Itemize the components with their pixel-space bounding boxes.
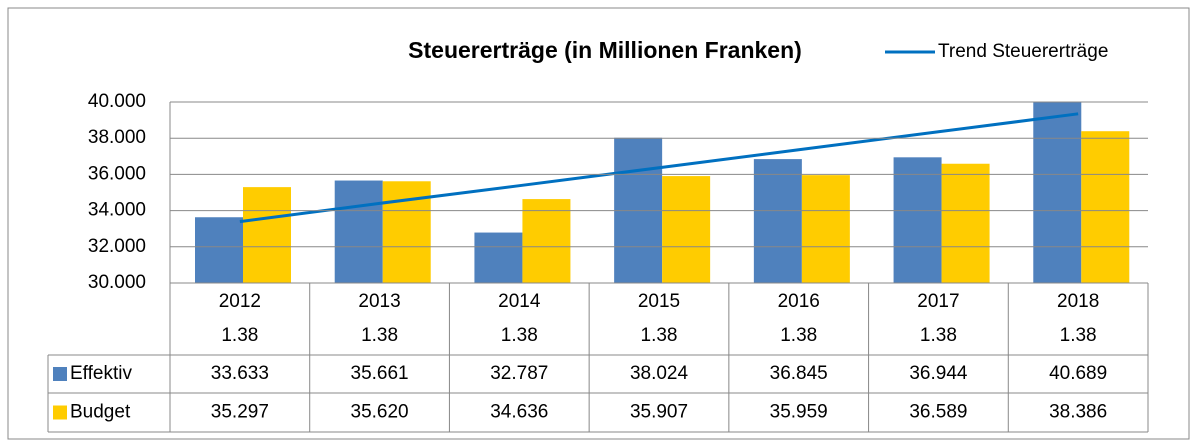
legend-label: Trend Steuererträge bbox=[938, 41, 1108, 62]
y-tick-label: 30.000 bbox=[88, 272, 146, 293]
bar bbox=[753, 159, 802, 283]
table-value: 38.386 bbox=[1049, 402, 1107, 423]
plot-area bbox=[195, 102, 1130, 283]
x-tick-label: 2013 bbox=[358, 291, 400, 312]
table-value: 34.636 bbox=[490, 402, 548, 423]
table-value: 35.661 bbox=[351, 363, 409, 384]
bar bbox=[243, 187, 291, 283]
x-tick-label: 2012 bbox=[219, 291, 261, 312]
table-value: 36.589 bbox=[909, 402, 967, 423]
bar bbox=[801, 175, 850, 283]
y-tick-label: 38.000 bbox=[88, 127, 146, 148]
table-value: 35.620 bbox=[351, 402, 409, 423]
table-value: 36.944 bbox=[909, 363, 968, 384]
y-tick-label: 32.000 bbox=[88, 236, 146, 257]
legend-key bbox=[53, 367, 67, 381]
x-tick-sublabel: 1.38 bbox=[501, 325, 538, 346]
table-value: 33.633 bbox=[211, 363, 269, 384]
bar bbox=[474, 232, 523, 283]
table-value: 40.689 bbox=[1049, 363, 1107, 384]
x-tick-sublabel: 1.38 bbox=[920, 325, 957, 346]
table-value: 35.959 bbox=[770, 402, 828, 423]
trend-line bbox=[239, 112, 1079, 224]
x-tick-sublabel: 1.38 bbox=[780, 325, 817, 346]
bar bbox=[662, 176, 711, 283]
x-tick-label: 2016 bbox=[778, 291, 820, 312]
y-tick-label: 36.000 bbox=[88, 163, 146, 184]
x-tick-sublabel: 1.38 bbox=[1060, 325, 1097, 346]
x-tick-label: 2015 bbox=[638, 291, 680, 312]
table-value: 36.845 bbox=[770, 363, 828, 384]
legend-label: Effektiv bbox=[70, 363, 132, 384]
bar bbox=[893, 157, 942, 283]
bar bbox=[334, 180, 383, 283]
x-tick-label: 2014 bbox=[498, 291, 541, 312]
legend-label: Budget bbox=[70, 402, 131, 423]
chart-border bbox=[7, 7, 1190, 440]
table-value: 38.024 bbox=[630, 363, 689, 384]
x-tick-sublabel: 1.38 bbox=[361, 325, 398, 346]
y-tick-label: 40.000 bbox=[88, 91, 146, 112]
x-tick-label: 2017 bbox=[917, 291, 959, 312]
table-value: 35.297 bbox=[211, 402, 269, 423]
bar bbox=[1033, 102, 1082, 283]
bar bbox=[1081, 131, 1130, 283]
x-tick-label: 2018 bbox=[1057, 291, 1099, 312]
legend-key bbox=[53, 405, 67, 420]
table-value: 32.787 bbox=[490, 363, 548, 384]
bar bbox=[941, 163, 990, 283]
table-value: 35.907 bbox=[630, 402, 688, 423]
y-tick-label: 34.000 bbox=[88, 200, 146, 221]
x-tick-sublabel: 1.38 bbox=[641, 325, 678, 346]
chart-title: Steuererträge (in Millionen Franken) bbox=[408, 37, 802, 63]
x-tick-sublabel: 1.38 bbox=[221, 325, 258, 346]
bar bbox=[195, 217, 243, 283]
bar bbox=[522, 199, 571, 283]
